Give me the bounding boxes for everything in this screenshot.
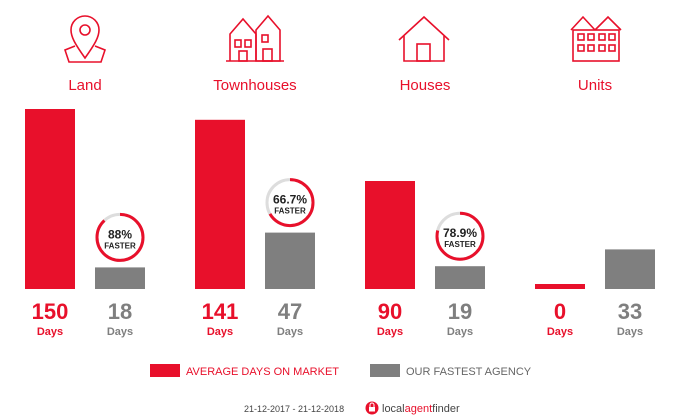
badge-percent: 78.9% [443, 226, 477, 240]
legend-label-fastest: OUR FASTEST AGENCY [406, 366, 532, 378]
value-labels-group: 150 Days 18 Days 141 Days 47 Days 90 Days 19 Days 0 D… [32, 299, 644, 338]
category-label-units: Units [578, 77, 612, 94]
bar-townhouses-fastest [265, 232, 315, 289]
house-icon [398, 15, 450, 62]
badge-faster-label: FASTER [444, 240, 476, 249]
value-label-land-fastest: 18 [108, 299, 132, 324]
legend-swatch-fastest [370, 364, 400, 377]
faster-badge-townhouses: 66.7%FASTER [265, 178, 315, 228]
townhouses-icon [226, 14, 284, 62]
value-label-houses-average: 90 [378, 299, 402, 324]
days-label-land-fastest: Days [107, 326, 133, 338]
bar-townhouses-average [195, 119, 245, 289]
legend: AVERAGE DAYS ON MARKET OUR FASTEST AGENC… [150, 364, 532, 378]
days-label-units-fastest: Days [617, 326, 643, 338]
bar-units-average [535, 284, 585, 289]
bar-land-average [25, 109, 75, 289]
bar-units-fastest [605, 249, 655, 289]
badge-progress-arc [95, 212, 145, 262]
badge-bg [96, 213, 144, 262]
category-label-land: Land [68, 77, 101, 94]
legend-label-average: AVERAGE DAYS ON MARKET [186, 366, 339, 378]
days-label-units-average: Days [547, 326, 573, 338]
bar-houses-fastest [435, 266, 485, 289]
value-label-units-fastest: 33 [618, 299, 642, 324]
days-label-land-average: Days [37, 326, 63, 338]
lock-icon [365, 401, 379, 415]
brand-local: local [382, 403, 405, 415]
category-label-houses: Houses [400, 77, 451, 94]
days-label-houses-fastest: Days [447, 326, 473, 338]
brand-logo: localagentfinder [382, 403, 460, 415]
badge-percent: 66.7% [273, 193, 307, 207]
bars-group [25, 109, 655, 289]
badge-bg [436, 212, 484, 261]
map-pin-icon [64, 15, 106, 63]
badge-bg [266, 178, 314, 227]
faster-badge-land: 88%FASTER [95, 212, 145, 262]
bar-houses-average [365, 181, 415, 289]
value-label-units-average: 0 [554, 299, 566, 324]
bar-land-fastest [95, 267, 145, 289]
value-label-houses-fastest: 19 [448, 299, 472, 324]
units-icon [570, 15, 622, 62]
badge-progress-arc [435, 211, 485, 261]
brand-finder: finder [432, 403, 460, 415]
badge-progress-arc [265, 178, 315, 228]
faster-badge-houses: 78.9%FASTER [435, 211, 485, 261]
category-label-townhouses: Townhouses [213, 77, 296, 94]
days-label-townhouses-fastest: Days [277, 326, 303, 338]
value-label-townhouses-average: 141 [202, 299, 239, 324]
badge-percent: 88% [108, 227, 132, 241]
days-label-townhouses-average: Days [207, 326, 233, 338]
date-range: 21-12-2017 - 21-12-2018 [244, 404, 344, 414]
badge-faster-label: FASTER [274, 207, 306, 216]
value-label-townhouses-fastest: 47 [278, 299, 302, 324]
days-label-houses-average: Days [377, 326, 403, 338]
legend-swatch-average [150, 364, 180, 377]
value-label-land-average: 150 [32, 299, 69, 324]
brand-agent: agent [405, 403, 433, 415]
badge-faster-label: FASTER [104, 241, 136, 250]
